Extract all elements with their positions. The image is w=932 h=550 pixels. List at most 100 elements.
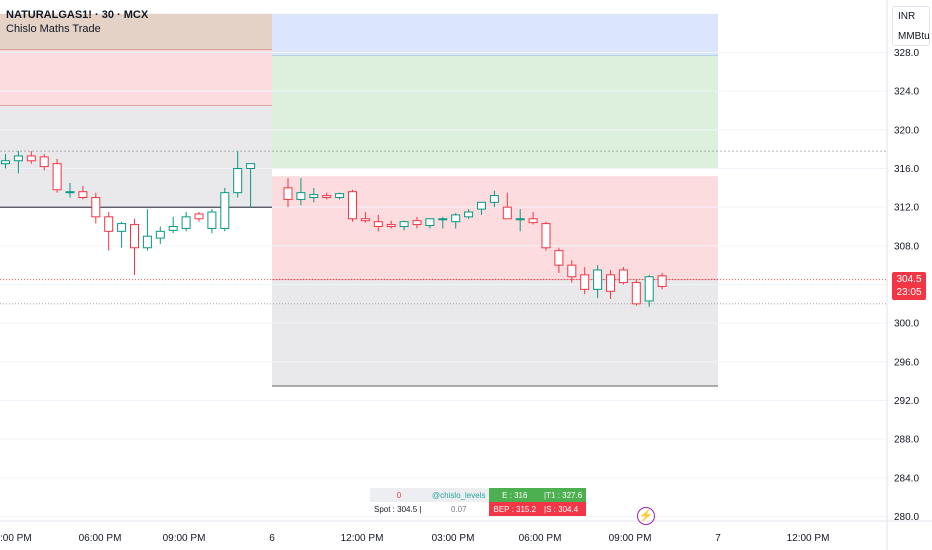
zone-red bbox=[0, 49, 272, 106]
candle-body[interactable] bbox=[657, 275, 667, 287]
time-tick-label: 09:00 PM bbox=[609, 533, 652, 544]
table-cell-entry: E : 316 bbox=[489, 488, 541, 502]
time-tick-label: 09:00 PM bbox=[163, 533, 206, 544]
candle-body[interactable] bbox=[233, 168, 243, 194]
candle-body[interactable] bbox=[130, 224, 139, 249]
candlesticks bbox=[1, 151, 667, 307]
candle-body[interactable] bbox=[309, 194, 319, 199]
indicator-name[interactable]: Chislo Maths Trade bbox=[6, 23, 101, 35]
price-tick-label: 288.0 bbox=[894, 435, 919, 446]
lightning-icon[interactable]: ⚡ bbox=[637, 507, 655, 525]
price-tick-label: 320.0 bbox=[894, 125, 919, 136]
zone-red bbox=[272, 176, 718, 280]
price-tick-label: 300.0 bbox=[894, 319, 919, 330]
candle-body[interactable] bbox=[65, 191, 75, 194]
candle-body[interactable] bbox=[52, 163, 62, 191]
time-tick-label: 06:00 PM bbox=[79, 533, 122, 544]
candle-body[interactable] bbox=[194, 213, 204, 220]
time-tick-label: 6 bbox=[269, 533, 275, 544]
candle-body[interactable] bbox=[335, 193, 345, 199]
candle-body[interactable] bbox=[541, 223, 551, 249]
price-tick-label: 284.0 bbox=[894, 473, 919, 484]
candle-body[interactable] bbox=[348, 191, 357, 220]
level-zones bbox=[0, 13, 718, 387]
table-cell-watermark: @chislo_levels bbox=[428, 488, 490, 502]
candle-body[interactable] bbox=[464, 211, 474, 218]
table-row: 0 @chislo_levels E : 316 |T1 : 327.6 bbox=[370, 488, 587, 502]
table-cell-zero: 0 bbox=[370, 488, 428, 502]
currency-unit-box[interactable]: INR MMBtu bbox=[892, 6, 930, 46]
zone-tan bbox=[0, 13, 272, 50]
table-row: Spot : 304.5 | 0.07 BEP : 315.2 |S : 304… bbox=[370, 502, 587, 516]
candle-body[interactable] bbox=[386, 224, 396, 228]
unit-label: MMBtu bbox=[898, 31, 930, 42]
candle-body[interactable] bbox=[39, 156, 49, 168]
candle-body[interactable] bbox=[438, 218, 448, 221]
candle-body[interactable] bbox=[155, 230, 165, 239]
table-cell-small-value: 0.07 bbox=[450, 504, 467, 514]
candle-body[interactable] bbox=[528, 218, 538, 224]
table-cell-target1: |T1 : 327.6 bbox=[540, 488, 587, 502]
zone-gray bbox=[272, 279, 718, 387]
candle-body[interactable] bbox=[220, 192, 230, 229]
table-cell-spot: Spot : 304.5 | bbox=[374, 504, 422, 514]
candle-body[interactable] bbox=[13, 155, 23, 162]
currency-label: INR bbox=[898, 11, 916, 22]
symbol-title[interactable]: NATURALGAS1! · 30 · MCX bbox=[6, 9, 149, 21]
price-tick-label: 296.0 bbox=[894, 357, 919, 368]
zone-green bbox=[272, 55, 718, 169]
time-tick-label: 03:00 PM bbox=[432, 533, 475, 544]
candle-body[interactable] bbox=[593, 269, 603, 290]
candle-body[interactable] bbox=[168, 226, 178, 231]
candle-body[interactable] bbox=[477, 201, 486, 210]
candle-body[interactable] bbox=[296, 192, 306, 200]
candle-body[interactable] bbox=[644, 276, 654, 302]
table-cell-bep: BEP : 315.2 bbox=[489, 502, 541, 516]
candle-body[interactable] bbox=[606, 274, 615, 292]
candle-body[interactable] bbox=[631, 282, 641, 305]
time-tick-label: 7 bbox=[715, 533, 721, 544]
candle-body[interactable] bbox=[489, 195, 499, 203]
candle-body[interactable] bbox=[142, 235, 152, 249]
time-tick-label: 06:00 PM bbox=[519, 533, 562, 544]
price-tick-label: 280.0 bbox=[894, 512, 919, 523]
time-tick-label: :00 PM bbox=[0, 533, 32, 544]
levels-table: 0 @chislo_levels E : 316 |T1 : 327.6 Spo… bbox=[370, 488, 587, 516]
table-cell-stop: |S : 304.4 bbox=[540, 502, 587, 516]
time-axis: :00 PM 06:00 PM 09:00 PM 6 12:00 PM 03:00 PM 0… bbox=[0, 533, 829, 544]
price-tick-label: 308.0 bbox=[894, 241, 919, 252]
candle-body[interactable] bbox=[104, 216, 114, 232]
candle-body[interactable] bbox=[181, 216, 191, 229]
candle-body[interactable] bbox=[373, 221, 383, 228]
candle-body[interactable] bbox=[515, 218, 525, 221]
candle-body[interactable] bbox=[1, 160, 10, 165]
time-tick-label: 12:00 PM bbox=[341, 533, 384, 544]
candle-body[interactable] bbox=[554, 250, 564, 266]
candle-body[interactable] bbox=[451, 214, 461, 223]
candle-body[interactable] bbox=[567, 264, 577, 278]
price-tick-label: 292.0 bbox=[894, 396, 919, 407]
price-tick-label: 312.0 bbox=[894, 203, 919, 214]
candle-body[interactable] bbox=[322, 195, 332, 199]
last-price-value: 304.5 bbox=[896, 274, 922, 285]
candle-body[interactable] bbox=[78, 191, 88, 199]
candle-body[interactable] bbox=[412, 220, 422, 226]
price-tick-label: 316.0 bbox=[894, 164, 919, 175]
candle-body[interactable] bbox=[580, 274, 590, 290]
candle-body[interactable] bbox=[360, 218, 370, 222]
candle-body[interactable] bbox=[399, 221, 409, 228]
candle-body[interactable] bbox=[26, 155, 36, 162]
candle-body[interactable] bbox=[246, 163, 256, 170]
price-tick-label: 324.0 bbox=[894, 87, 919, 98]
candle-body[interactable] bbox=[502, 206, 512, 220]
price-tick-label: 328.0 bbox=[894, 48, 919, 59]
bar-countdown: 23:05 bbox=[896, 287, 922, 298]
candle-body[interactable] bbox=[618, 269, 628, 284]
candle-body[interactable] bbox=[425, 218, 435, 227]
candle-body[interactable] bbox=[91, 197, 101, 218]
candle-body[interactable] bbox=[283, 187, 293, 200]
last-price-tag: 304.5 23:05 bbox=[892, 272, 926, 300]
candle-body[interactable] bbox=[207, 211, 217, 229]
candle-body[interactable] bbox=[117, 223, 127, 232]
